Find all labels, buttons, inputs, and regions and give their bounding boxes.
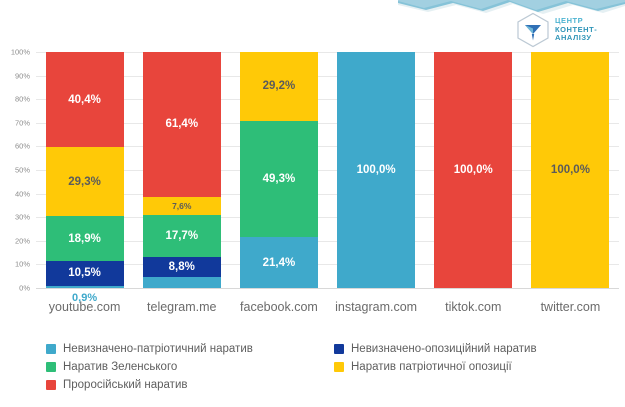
y-axis-tick-label: 10% <box>14 259 30 269</box>
x-axis-category-label: facebook.com <box>240 300 318 314</box>
bar-segment[interactable] <box>45 285 124 288</box>
bar-column[interactable]: 100,0% <box>328 52 425 288</box>
bar-segment[interactable]: 8,8% <box>142 256 221 278</box>
hexagon-arrow-icon <box>517 12 549 48</box>
legend-color-swatch-icon <box>46 380 56 390</box>
bar-column[interactable]: 100,0% <box>425 52 522 288</box>
legend-color-swatch-icon <box>46 344 56 354</box>
bar-segment[interactable]: 100,0% <box>434 52 513 288</box>
x-axis-category-label: instagram.com <box>335 300 418 314</box>
legend-item[interactable]: Проросійський наратив <box>46 376 312 394</box>
legend-item-label: Невизначено-опозиційний наратив <box>351 343 537 355</box>
stacked-bar[interactable]: 100,0% <box>434 52 513 288</box>
bar-column[interactable]: 61,4% 7,6% 17,7% 8,8% <box>133 52 230 288</box>
logo-line-2: КОНТЕНТ- <box>555 24 598 34</box>
legend-color-swatch-icon <box>334 362 344 372</box>
y-axis-tick-label: 50% <box>14 165 30 175</box>
y-axis: 0% 10% 20% 30% 40% 50% 60% 70% 80% 90% 100% <box>0 48 34 293</box>
grid-line <box>36 193 619 195</box>
logo-line-3: АНАЛІЗУ <box>555 33 592 43</box>
chart-plot-area: 0% 10% 20% 30% 40% 50% 60% 70% 80% 90% 100% 40,4% 2… <box>0 48 625 304</box>
y-axis-tick-label: 90% <box>14 71 30 81</box>
legend-color-swatch-icon <box>46 362 56 372</box>
logo-line-1: ЦЕНТР <box>555 16 584 26</box>
bar-external-label: 0,9% <box>72 292 98 304</box>
chart-legend: Невизначено-патріотичний наратив Наратив … <box>0 340 625 400</box>
grid-line <box>36 75 619 77</box>
bar-segment[interactable]: 100,0% <box>531 52 610 288</box>
legend-item-label: Наратив патріотичної опозиції <box>351 361 512 373</box>
legend-item[interactable]: Наратив патріотичної опозиції <box>334 358 624 376</box>
bar-segment[interactable]: 61,4% <box>142 52 221 197</box>
legend-item[interactable]: Невизначено-патріотичний наратив <box>46 340 312 358</box>
y-axis-tick-label: 20% <box>14 236 30 246</box>
grid-lines <box>36 52 619 289</box>
legend-item-label: Невизначено-патріотичний наратив <box>63 343 253 355</box>
bar-segment[interactable]: 49,3% <box>239 120 318 238</box>
y-axis-tick-label: 100% <box>10 47 30 57</box>
x-axis-category-label: twitter.com <box>540 300 601 314</box>
grid-line <box>36 240 619 242</box>
x-axis-category-label: tiktok.com <box>445 300 502 314</box>
legend-item-label: Проросійський наратив <box>63 379 188 391</box>
bar-segment[interactable]: 29,2% <box>239 52 318 121</box>
bar-segment[interactable]: 17,7% <box>142 214 221 257</box>
grid-line <box>36 52 619 53</box>
stacked-bar[interactable]: 29,2% 49,3% 21,4% <box>239 52 318 288</box>
y-axis-tick-label: 60% <box>14 141 30 151</box>
grid-line <box>36 146 619 148</box>
stacked-bar[interactable]: 61,4% 7,6% 17,7% 8,8% <box>142 52 221 288</box>
grid-line <box>36 99 619 101</box>
logo-wordmark: ЦЕНТР КОНТЕНТ- АНАЛІЗУ <box>555 17 597 43</box>
brand-logo: ЦЕНТР КОНТЕНТ- АНАЛІЗУ <box>516 12 597 48</box>
y-axis-tick-label: 80% <box>14 94 30 104</box>
legend-color-swatch-icon <box>334 344 344 354</box>
wave-band-icon <box>398 0 625 14</box>
legend-column-left: Невизначено-патріотичний наратив Наратив … <box>0 340 312 400</box>
bar-segment[interactable]: 29,3% <box>45 147 124 217</box>
legend-column-right: Невизначено-опозиційний наратив Наратив п… <box>312 340 624 400</box>
stacked-bar[interactable]: 40,4% 29,3% 18,9% 10,5% <box>45 52 124 288</box>
grid-line <box>36 264 619 266</box>
bar-column[interactable]: 40,4% 29,3% 18,9% 10,5% 0,9% <box>36 52 133 304</box>
y-axis-tick-label: 70% <box>14 118 30 128</box>
y-axis-tick-label: 30% <box>14 212 30 222</box>
bar-segment[interactable]: 100,0% <box>337 52 416 288</box>
x-axis-category-label: youtube.com <box>48 300 121 314</box>
bar-segment[interactable] <box>142 277 221 288</box>
bar-segment[interactable]: 21,4% <box>239 237 318 288</box>
grid-line <box>36 288 619 289</box>
bar-column[interactable]: 100,0% <box>522 52 619 288</box>
bar-segment[interactable]: 10,5% <box>45 261 124 286</box>
legend-item-label: Наратив Зеленського <box>63 361 178 373</box>
wave-band-decoration <box>398 0 625 18</box>
grid-line <box>36 170 619 171</box>
stacked-bars: 40,4% 29,3% 18,9% 10,5% 0,9% 61,4% 7,6% 17,7% 8,… <box>36 52 619 304</box>
x-axis-category-labels: youtube.com telegram.me facebook.com instag… <box>36 300 619 322</box>
x-axis-category-label: telegram.me <box>147 300 217 314</box>
legend-item[interactable]: Наратив Зеленського <box>46 358 312 376</box>
bar-segment[interactable]: 18,9% <box>45 216 124 262</box>
y-axis-tick-label: 40% <box>14 189 30 199</box>
bar-segment[interactable]: 40,4% <box>45 52 124 148</box>
bar-segment[interactable]: 7,6% <box>142 196 221 215</box>
grid-line <box>36 217 619 219</box>
bar-column[interactable]: 29,2% 49,3% 21,4% <box>230 52 327 288</box>
grid-line <box>36 122 619 124</box>
y-axis-tick-label: 0% <box>19 283 30 293</box>
stacked-bar[interactable]: 100,0% <box>531 52 610 288</box>
legend-item[interactable]: Невизначено-опозиційний наратив <box>334 340 624 358</box>
stacked-bar[interactable]: 100,0% <box>337 52 416 288</box>
